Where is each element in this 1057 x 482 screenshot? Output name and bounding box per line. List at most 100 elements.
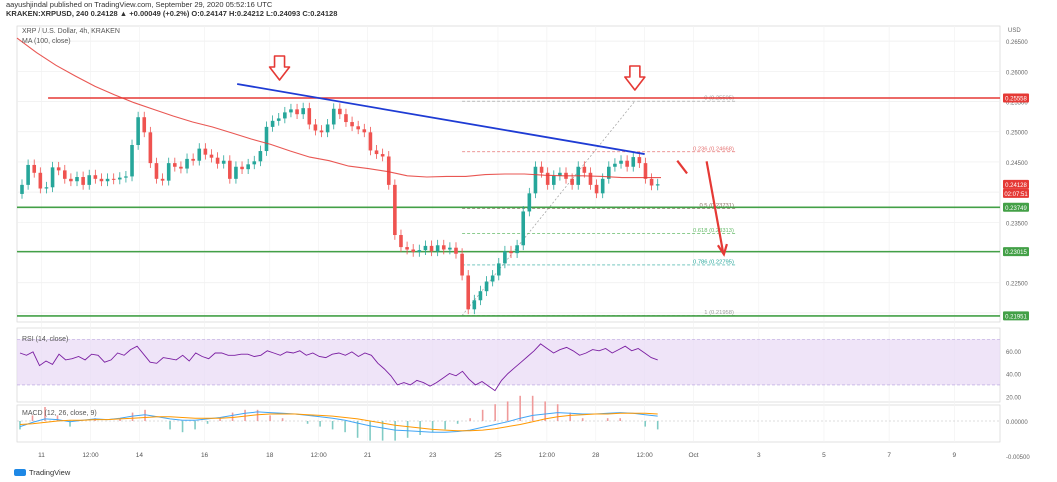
candle-body [87, 175, 92, 185]
candle-body [490, 275, 495, 282]
fib-level-label: 0.786 (0.22795) [693, 259, 734, 265]
candle-body [62, 170, 67, 179]
candle-body [643, 163, 648, 179]
price-tick-label: 0.24500 [1006, 161, 1028, 167]
candle-body [331, 108, 336, 125]
candle-body [344, 114, 348, 123]
candle-body [105, 178, 110, 182]
candle-body [215, 157, 220, 164]
candle-body [289, 109, 293, 113]
candle-body [435, 245, 440, 252]
macd-tick-label: 0.00000 [1006, 420, 1028, 426]
candle-body [252, 161, 257, 165]
candle-body [441, 245, 446, 250]
time-tick-label: 5 [822, 452, 826, 459]
macd-line [19, 411, 658, 433]
time-tick-label: 9 [953, 452, 957, 459]
candle-body [545, 172, 550, 185]
tradingview-logo-icon [14, 469, 26, 476]
fib-level-label: 0.618 (0.23313) [693, 228, 734, 234]
time-tick-label: 12:00 [539, 452, 556, 459]
candle-body [234, 166, 238, 179]
price-tag-label: 02:07:51 [1004, 192, 1028, 198]
candle-body [136, 117, 140, 146]
time-tick-label: 3 [757, 452, 761, 459]
price-tag-label: 0.23749 [1005, 206, 1027, 212]
candle-body [99, 178, 104, 182]
candle-body [454, 247, 458, 254]
candle-body [503, 251, 507, 264]
candle-body [558, 172, 562, 176]
candle-body [521, 211, 526, 246]
candle-body [570, 178, 574, 185]
candle-body [613, 163, 617, 167]
candle-body [319, 130, 324, 133]
candle-body [533, 166, 538, 194]
candle-body [637, 157, 642, 164]
tradingview-logo[interactable]: TradingView [14, 468, 70, 477]
price-tag-label: 0.24128 [1005, 183, 1027, 189]
candle-body [527, 193, 532, 212]
macd-signal-line [19, 412, 658, 432]
candle-body [631, 157, 636, 167]
candle-body [44, 187, 49, 189]
price-tag [1003, 202, 1029, 212]
candle-body [221, 160, 226, 164]
candle-body [448, 247, 452, 250]
candle-body [350, 122, 354, 127]
time-tick-label: 16 [201, 452, 209, 459]
candle-body [154, 163, 159, 179]
time-tick-label: 28 [592, 452, 600, 459]
candle-body [81, 177, 85, 185]
down-arrow-icon [268, 55, 291, 81]
candle-body [75, 177, 79, 182]
candle-body [111, 178, 116, 180]
candle-body [472, 300, 477, 310]
time-tick-label: 12:00 [637, 452, 654, 459]
price-tag [1003, 247, 1029, 257]
drop-arrow-head-icon [716, 243, 728, 257]
time-tick-label: 12:00 [311, 452, 328, 459]
candle-body [539, 166, 544, 173]
price-tick-label: 0.22500 [1006, 282, 1028, 288]
rsi-tick-label: 20.00 [1006, 395, 1022, 401]
time-tick-label: 18 [266, 452, 274, 459]
candle-body [380, 154, 385, 157]
candle-body [374, 150, 379, 155]
time-tick-label: 25 [494, 452, 502, 459]
candle-body [69, 178, 73, 182]
candle-body [393, 184, 397, 236]
candle-body [20, 184, 24, 194]
candle-body [551, 175, 556, 185]
candle-body [179, 166, 183, 169]
candle-body [417, 250, 422, 252]
candle-body [130, 145, 134, 177]
fib-level-label: 0.236 (0.24668) [693, 146, 734, 152]
candle-body [246, 164, 250, 170]
candle-body [649, 178, 654, 186]
rsi-tick-label: 60.00 [1006, 350, 1022, 356]
rsi-tick-label: 40.00 [1006, 373, 1022, 379]
candle-body [173, 163, 177, 167]
resistance-trend-line [237, 83, 645, 155]
tradingview-logo-text: TradingView [29, 468, 71, 477]
candle-body [301, 108, 305, 115]
down-arrow-icon [624, 65, 646, 91]
price-tick-label: 0.25500 [1006, 101, 1028, 107]
candle-body [166, 163, 171, 181]
candle-body [50, 167, 55, 188]
candle-body [655, 184, 660, 186]
candle-body [185, 158, 189, 169]
candle-body [276, 118, 281, 121]
candle-body [466, 275, 471, 310]
candle-body [56, 167, 61, 171]
price-tick-label: 0.26000 [1006, 70, 1028, 76]
candle-body [191, 158, 195, 161]
bounce-stroke [676, 160, 688, 175]
candle-body [307, 108, 312, 125]
candle-body [264, 126, 269, 152]
candle-body [32, 164, 37, 173]
chart-header: aayushjindal published on TradingView.co… [6, 0, 706, 18]
candle-body [399, 235, 403, 248]
